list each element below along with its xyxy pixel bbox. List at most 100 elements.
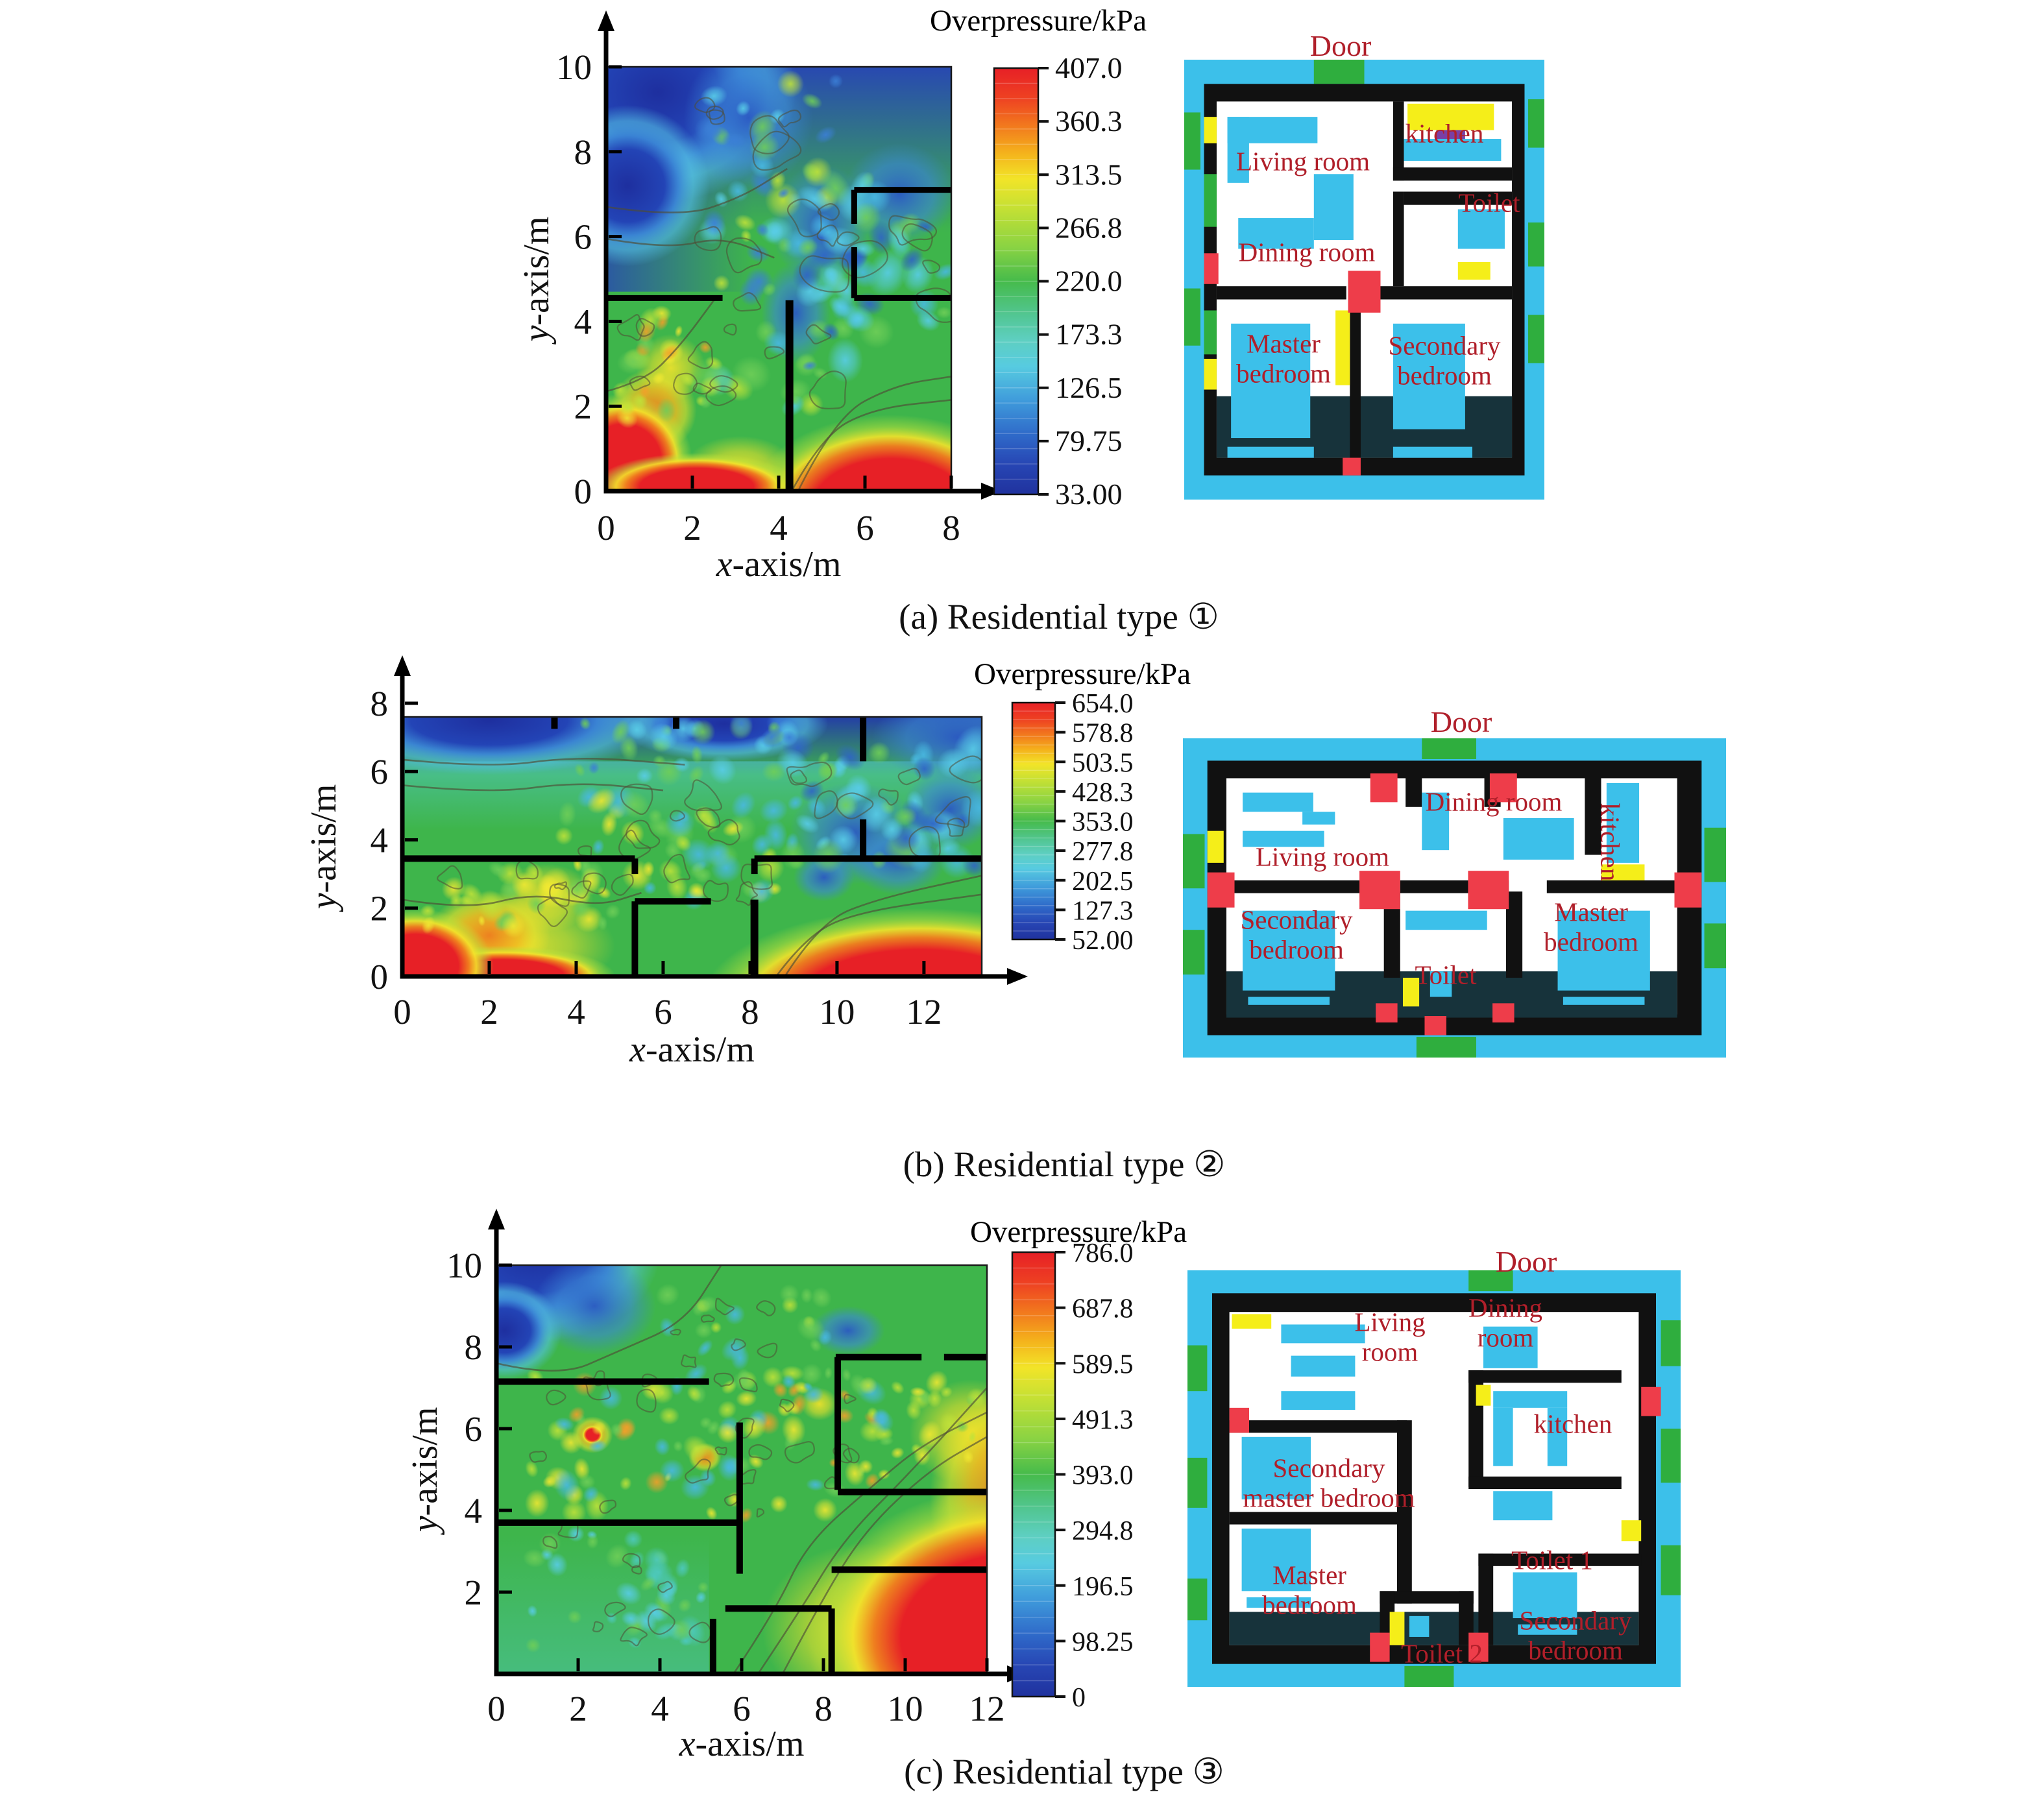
pressure-field-part [660, 344, 679, 361]
pressure-field-part [797, 238, 818, 257]
pressure-field-part [554, 881, 567, 891]
pressure-field-part [723, 323, 737, 336]
colorbar-tick-label: 0 [1072, 1683, 1086, 1713]
pressure-field-part [962, 1450, 974, 1464]
plan-element [1183, 834, 1205, 889]
pressure-field-part [402, 908, 494, 976]
pressure-field-part [816, 224, 839, 247]
pressure-field-part [699, 376, 722, 398]
plan-element [1359, 871, 1400, 910]
colorbar-tick-label: 578.8 [1072, 719, 1134, 749]
pressure-field-part [648, 808, 663, 824]
pressure-field-part [601, 812, 618, 837]
pressure-field-part [696, 807, 721, 829]
x-axis-arrow [1007, 968, 1028, 985]
plan-element [1247, 1597, 1311, 1608]
plan-element [1183, 930, 1205, 975]
pressure-field-part [542, 1475, 557, 1488]
x-tick-label: 10 [888, 1689, 923, 1728]
pressure-field-part [666, 873, 688, 901]
pressure-field-part [421, 916, 435, 934]
y-axis [494, 1229, 499, 1676]
plan-element [1335, 310, 1350, 385]
colorbar-tick-label: 687.8 [1072, 1294, 1134, 1324]
pressure-field-part [657, 1580, 673, 1593]
pressure-field-part [636, 1388, 657, 1413]
pressure-field-part [781, 1414, 806, 1445]
pressure-field-part [734, 214, 756, 232]
plan-element [1227, 117, 1249, 183]
colorbar-tick-label: 589.5 [1072, 1349, 1134, 1379]
plan-element [1241, 1436, 1311, 1500]
pressure-field-part [635, 318, 655, 337]
x-axis-title-part: -axis/m [646, 1030, 755, 1070]
plan-element [1430, 971, 1452, 997]
pressure-field-part [901, 223, 933, 252]
door-label-part: Door [1496, 1245, 1557, 1278]
pressure-field-part [777, 188, 790, 199]
plan-element [1207, 830, 1224, 863]
pressure-field-part [729, 717, 753, 737]
plan-element [1422, 738, 1476, 759]
x-axis-title-part: x [716, 544, 733, 585]
pressure-field-part [742, 1415, 766, 1440]
contour-line [402, 758, 685, 766]
pressure-field-part [709, 908, 982, 976]
pressure-field-part [713, 274, 730, 292]
plan-element [1302, 812, 1335, 825]
y-tick-label: 8 [574, 132, 592, 172]
room-label-part: Toilet 1 [1511, 1545, 1593, 1575]
plan-element [1563, 997, 1645, 1005]
room-label: Toilet [1415, 960, 1477, 989]
x-tick [740, 1658, 744, 1671]
plan-element [1405, 910, 1487, 930]
pressure-field-part [749, 115, 790, 154]
x-tick [748, 961, 752, 974]
pressure-field-part [724, 1304, 746, 1325]
pressure-field-part [814, 790, 838, 819]
pressure-field-part [940, 1412, 960, 1437]
pressure-field-part [842, 1447, 860, 1464]
pressure-field-part [620, 1627, 648, 1647]
plan-element [1483, 1326, 1538, 1368]
pressure-field-part [587, 788, 616, 814]
plan-element [1404, 1665, 1454, 1687]
pressure-field-part [674, 325, 683, 337]
pressure-field-part [922, 260, 941, 274]
y-tick [499, 1345, 512, 1349]
plan-element [1207, 872, 1235, 908]
y-tick-label: 4 [371, 820, 389, 860]
colorbar-tick-label: 353.0 [1072, 808, 1134, 838]
pressure-field-part [748, 415, 951, 491]
y-tick [609, 319, 622, 323]
pressure-field-part [817, 760, 838, 782]
pressure-field-part [823, 267, 839, 282]
pressure-field-part [635, 1610, 657, 1632]
pressure-field-part [851, 202, 882, 233]
pressure-field-part [700, 1314, 715, 1323]
colorbar-b: 654.0578.8503.5428.3353.0277.8202.5127.3… [1011, 689, 1134, 956]
colorbar-tick-label: 313.5 [1055, 158, 1123, 191]
pressure-field-part [526, 893, 546, 915]
plan-element [1468, 871, 1509, 910]
pressure-field-part [779, 1284, 799, 1304]
pressure-field-part [537, 874, 559, 900]
y-tick [405, 769, 418, 773]
y-axis-arrow [598, 10, 614, 31]
pressure-field-part [599, 1386, 623, 1410]
pressure-field-part [690, 745, 703, 764]
plan-element [1409, 1615, 1430, 1637]
pressure-field-part [611, 720, 630, 745]
door-label: Door [1310, 29, 1372, 62]
caption-a: (a) Residential type ① [899, 597, 1219, 636]
colorbar-tick-label: 196.5 [1072, 1572, 1134, 1602]
pressure-field-part [761, 761, 786, 782]
plan-element [1187, 1457, 1208, 1508]
x-tick [821, 1658, 825, 1671]
room-label-part: Secondary [1272, 1453, 1385, 1482]
x-tick [661, 961, 665, 974]
